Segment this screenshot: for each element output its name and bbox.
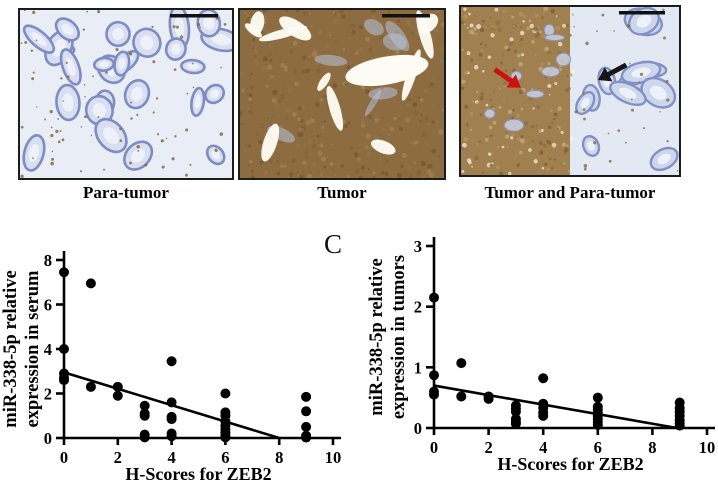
scatter-point [139, 410, 150, 421]
black-arrow-head [597, 67, 613, 82]
x-tick-label: 0 [60, 448, 68, 467]
red-arrow-shaft [493, 67, 514, 84]
y-tick-label: 8 [44, 251, 52, 270]
micrograph-para-tumor [18, 8, 234, 180]
scatter-point [166, 397, 177, 408]
x-axis-label: H-Scores for ZEB2 [497, 454, 643, 474]
para-tumor-glands [575, 7, 679, 172]
scatter-point [166, 356, 177, 367]
x-tick-label: 2 [114, 448, 122, 467]
section-label-c: C [324, 229, 343, 259]
stroma-patches [267, 18, 410, 143]
trend-line [433, 384, 678, 430]
y-axis-label: expression in serum [23, 270, 43, 428]
tick-labels: 0 2 4 6 8 10 0 1 2 3 [414, 237, 716, 457]
x-tick-label: 10 [325, 448, 342, 467]
tumor-region-texture [461, 7, 576, 175]
y-tick-label: 1 [414, 358, 422, 377]
x-tick-label: 6 [221, 448, 229, 467]
x-tick-label: 8 [648, 438, 656, 457]
red-arrow-icon [493, 67, 521, 88]
tick-labels: 0 2 4 6 8 10 0 2 4 6 8 [44, 251, 342, 467]
scatter-point [220, 388, 231, 399]
scatter-point [301, 432, 312, 443]
scatter-point [592, 392, 603, 403]
axes [56, 251, 341, 445]
micrograph-tumor [238, 8, 446, 180]
x-tick-label: 2 [484, 438, 492, 457]
x-tick-label: 4 [539, 438, 547, 457]
y-tick-label: 2 [44, 385, 52, 404]
scatter-point [301, 421, 312, 432]
scatter-point [112, 381, 123, 392]
y-axis-label: miR-338-5p relative [367, 258, 387, 415]
scatter-point [510, 406, 521, 417]
red-arrow-head [506, 74, 521, 88]
scale-bar [382, 14, 430, 18]
y-tick-label: 0 [414, 419, 422, 438]
stain-speckles [20, 10, 227, 178]
y-tick-label: 2 [414, 298, 422, 317]
scatter-point [429, 292, 439, 303]
scatter-point [538, 410, 549, 421]
data-points [59, 267, 312, 443]
x-tick-label: 6 [594, 438, 602, 457]
x-tick-label: 4 [167, 448, 175, 467]
scatter-point [139, 432, 150, 443]
panel-label-tumor: Tumor [317, 183, 367, 202]
scatter-point [220, 432, 231, 443]
panel-label-tumor-and-para-tumor: Tumor and Para-tumor [484, 183, 656, 202]
scatter-point [510, 418, 521, 429]
scatter-point [674, 420, 685, 431]
y-tick-label: 4 [44, 340, 52, 359]
scale-bar [170, 14, 218, 18]
scatter-point [483, 393, 494, 404]
black-arrow-shaft [606, 62, 628, 78]
scatter-point [85, 278, 96, 289]
scatter-chart-tumors: 0 2 4 6 8 10 0 1 2 3 H-Scores for ZEB2 miR-338-5p r… [367, 237, 716, 474]
scatter-point [166, 431, 177, 442]
x-axis-label: H-Scores for ZEB2 [125, 464, 271, 484]
scatter-point [301, 391, 312, 402]
scatter-point [429, 389, 439, 400]
scatter-point [139, 400, 150, 411]
scatter-point [85, 381, 96, 392]
y-axis-label: miR-338-5p relative [1, 270, 21, 427]
micrograph-tumor-and-para-tumor [459, 5, 681, 177]
scatter-point [59, 344, 69, 354]
y-tick-label: 0 [44, 429, 52, 448]
stain-speckles [569, 8, 679, 172]
x-tick-label: 10 [699, 438, 716, 457]
scatter-point [59, 267, 69, 278]
panel-label-para-tumor: Para-tumor [83, 183, 169, 202]
scatter-point [456, 391, 467, 402]
scatter-point [301, 406, 312, 417]
x-tick-label: 0 [430, 438, 438, 457]
para-tumor-tissue-image [20, 10, 232, 178]
y-tick-label: 3 [414, 237, 422, 256]
gland-lumens [244, 10, 439, 162]
y-axis-label: expression in tumors [389, 255, 409, 419]
data-points [429, 292, 685, 431]
scatter-point [59, 375, 69, 386]
scatter-point [429, 370, 439, 381]
tumor-tissue-image [240, 10, 444, 178]
axes [426, 237, 715, 435]
mixed-tissue-image [461, 7, 679, 175]
scatter-point [166, 414, 177, 425]
scatter-point [538, 373, 549, 384]
scale-bar [619, 11, 665, 15]
y-tick-label: 6 [44, 296, 52, 315]
gland-structures [22, 10, 232, 172]
scatter-point [112, 390, 123, 401]
scatter-point [456, 358, 467, 369]
x-tick-label: 8 [275, 448, 283, 467]
scatter-point [592, 419, 603, 430]
black-arrow-icon [597, 62, 628, 82]
